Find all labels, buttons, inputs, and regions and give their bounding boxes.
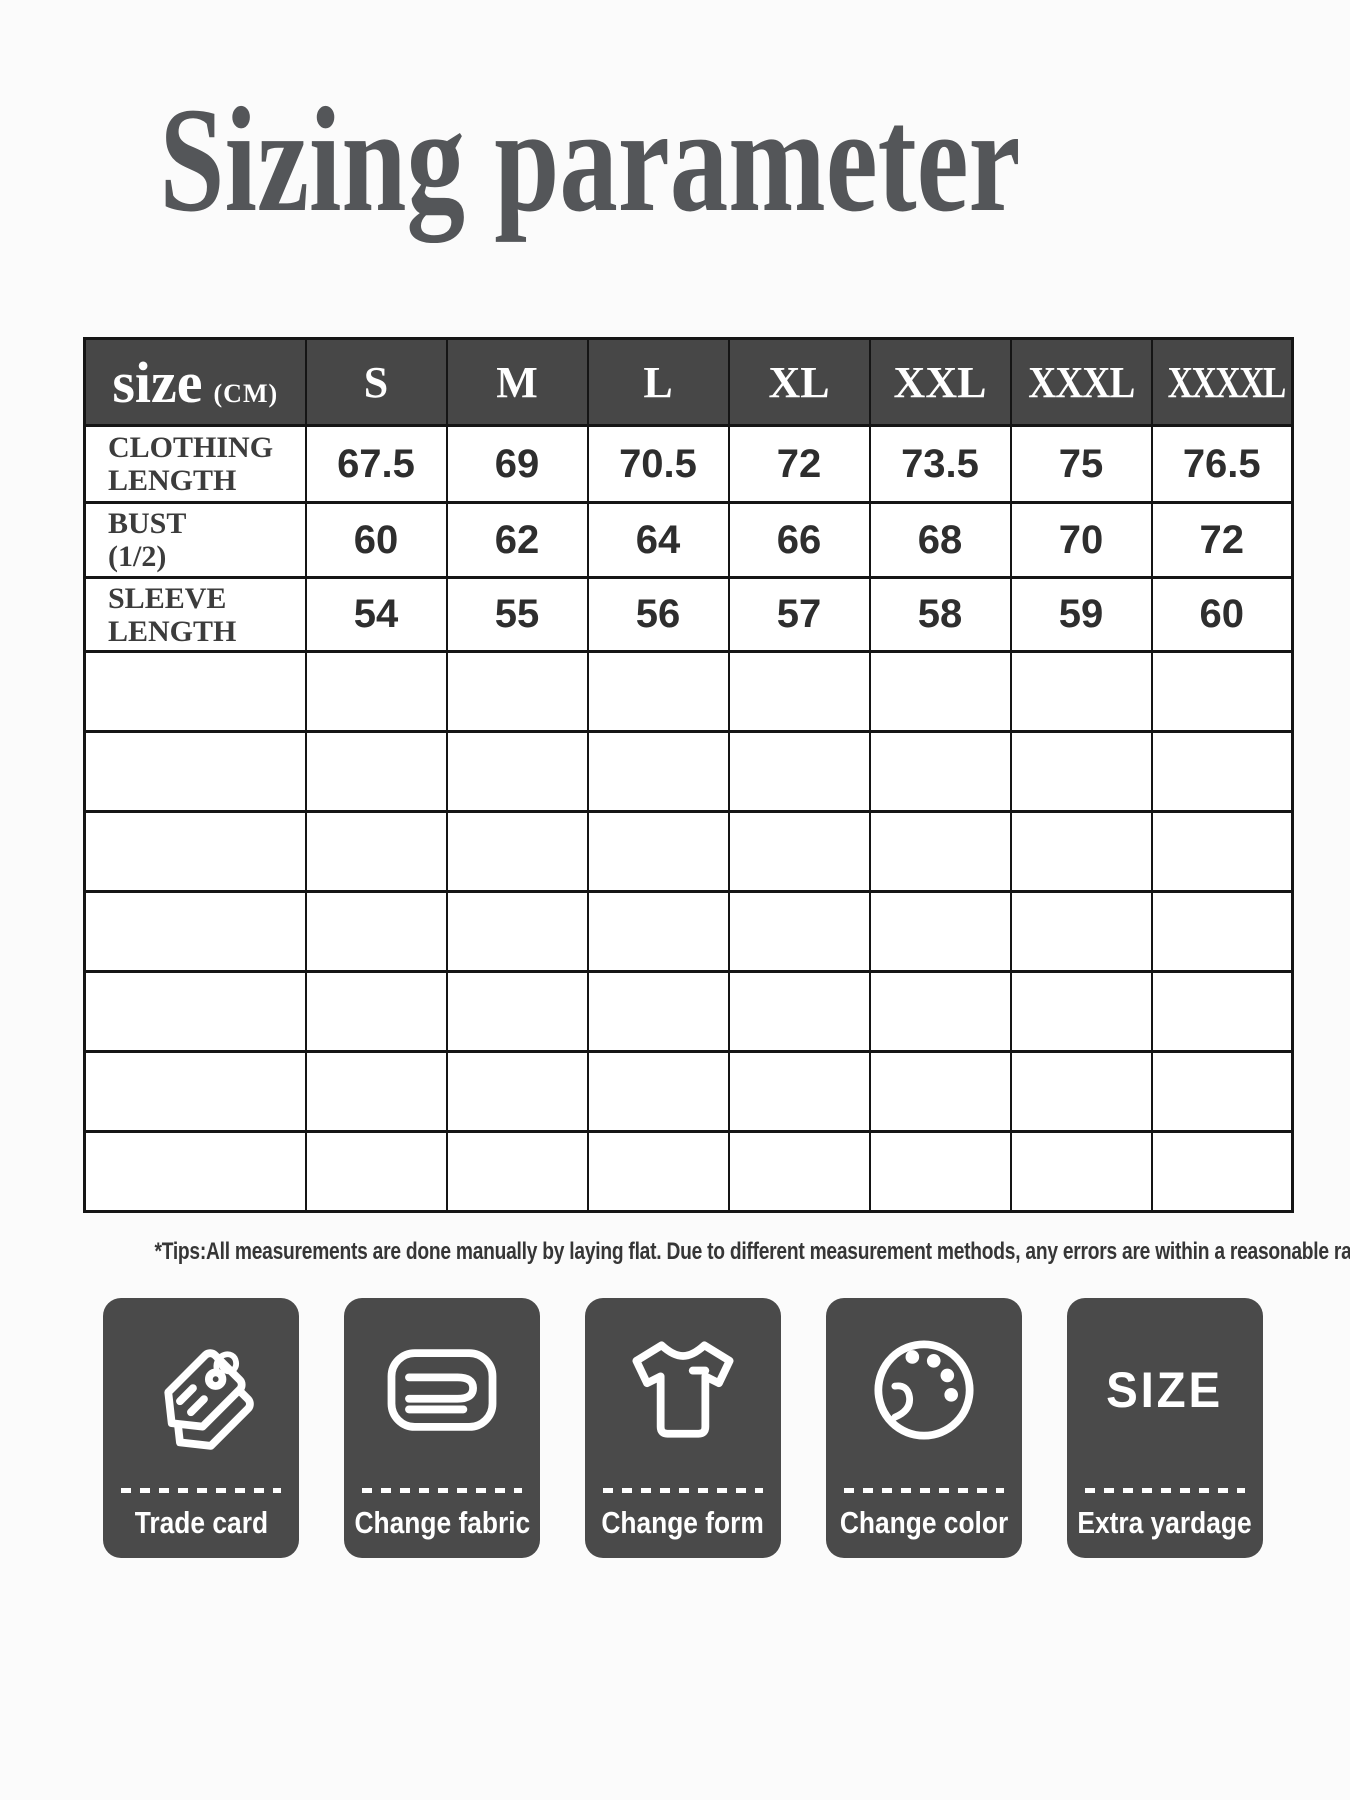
size-value-cell: 55 [445, 576, 589, 653]
size-value-cell: 72 [1150, 501, 1294, 579]
row-label: CLOTHING LENGTH [83, 424, 307, 504]
badge-label: Change fabric [354, 1505, 530, 1540]
size-value-cell: 57 [727, 576, 871, 653]
empty-row [83, 970, 1294, 1053]
badge-trade-card: Trade card [103, 1298, 299, 1558]
size-value-cell: 70 [1009, 501, 1153, 579]
size-value-cell: 54 [304, 576, 448, 653]
badge-label: Trade card [134, 1505, 268, 1540]
dashed-divider [1085, 1488, 1245, 1493]
size-value-cell: 66 [727, 501, 871, 579]
empty-row [83, 890, 1294, 973]
page-title: Sizing parameter [159, 77, 1021, 243]
feature-badges: Trade card Change fabric Change f [103, 1298, 1263, 1558]
badge-change-color: Change color [826, 1298, 1022, 1558]
size-value-cell: 58 [868, 576, 1012, 653]
size-value-cell: 76.5 [1150, 424, 1294, 504]
size-unit-label: (CM) [213, 378, 279, 408]
size-value-cell: 72 [727, 424, 871, 504]
badge-change-fabric: Change fabric [344, 1298, 540, 1558]
empty-row [83, 650, 1294, 733]
tshirt-icon [608, 1320, 758, 1460]
size-value-cell: 69 [445, 424, 589, 504]
badge-extra-yardage: SIZE Extra yardage [1067, 1298, 1263, 1558]
size-value-cell: 70.5 [586, 424, 730, 504]
size-value-cell: 60 [304, 501, 448, 579]
column-header-xxxl: XXXL [1009, 337, 1153, 427]
badge-label: Change form [601, 1505, 765, 1540]
empty-row [83, 1130, 1294, 1213]
size-header-cell: size (CM) [83, 337, 307, 427]
empty-row [83, 730, 1294, 813]
badge-label: Change color [839, 1505, 1009, 1540]
size-value-cell: 56 [586, 576, 730, 653]
folded-fabric-icon [367, 1320, 517, 1460]
badge-label: Extra yardage [1077, 1505, 1253, 1540]
tips-text: *Tips:All measurements are done manually… [154, 1238, 1350, 1265]
column-header-xl: XL [727, 337, 871, 427]
size-value-cell: 67.5 [304, 424, 448, 504]
column-header-l: L [586, 337, 730, 427]
dashed-divider [603, 1488, 763, 1493]
page-title-wrap: Sizing parameter [0, 78, 1180, 243]
size-value-cell: 73.5 [868, 424, 1012, 504]
size-value-cell: 60 [1150, 576, 1294, 653]
tips-wrap: *Tips:All measurements are done manually… [0, 1238, 1350, 1266]
size-value-cell: 75 [1009, 424, 1153, 504]
row-label: SLEEVE LENGTH [83, 576, 307, 653]
size-label: size [112, 349, 203, 415]
dashed-divider [844, 1488, 1004, 1493]
empty-row [83, 810, 1294, 893]
column-header-xxl: XXL [868, 337, 1012, 427]
size-value-cell: 62 [445, 501, 589, 579]
table-row-bust: BUST (1/2) 60 62 64 66 68 70 72 [83, 501, 1294, 579]
size-value-cell: 68 [868, 501, 1012, 579]
palette-icon [849, 1320, 999, 1460]
size-value-cell: 64 [586, 501, 730, 579]
size-table: size (CM) S M L XL XXL XXXL XXXXL CLOTHI… [83, 337, 1294, 1213]
dashed-divider [362, 1488, 522, 1493]
table-row-clothing-length: CLOTHING LENGTH 67.5 69 70.5 72 73.5 75 … [83, 424, 1294, 504]
price-tags-icon [126, 1320, 276, 1460]
badge-change-form: Change form [585, 1298, 781, 1558]
row-label: BUST (1/2) [83, 501, 307, 579]
size-table-header-row: size (CM) S M L XL XXL XXXL XXXXL [83, 337, 1294, 427]
column-header-m: M [445, 337, 589, 427]
column-header-xxxxl: XXXXL [1150, 337, 1294, 427]
dashed-divider [121, 1488, 281, 1493]
empty-row [83, 1050, 1294, 1133]
table-row-sleeve-length: SLEEVE LENGTH 54 55 56 57 58 59 60 [83, 576, 1294, 653]
size-value-cell: 59 [1009, 576, 1153, 653]
size-text-icon: SIZE [1106, 1362, 1224, 1418]
column-header-s: S [304, 337, 448, 427]
